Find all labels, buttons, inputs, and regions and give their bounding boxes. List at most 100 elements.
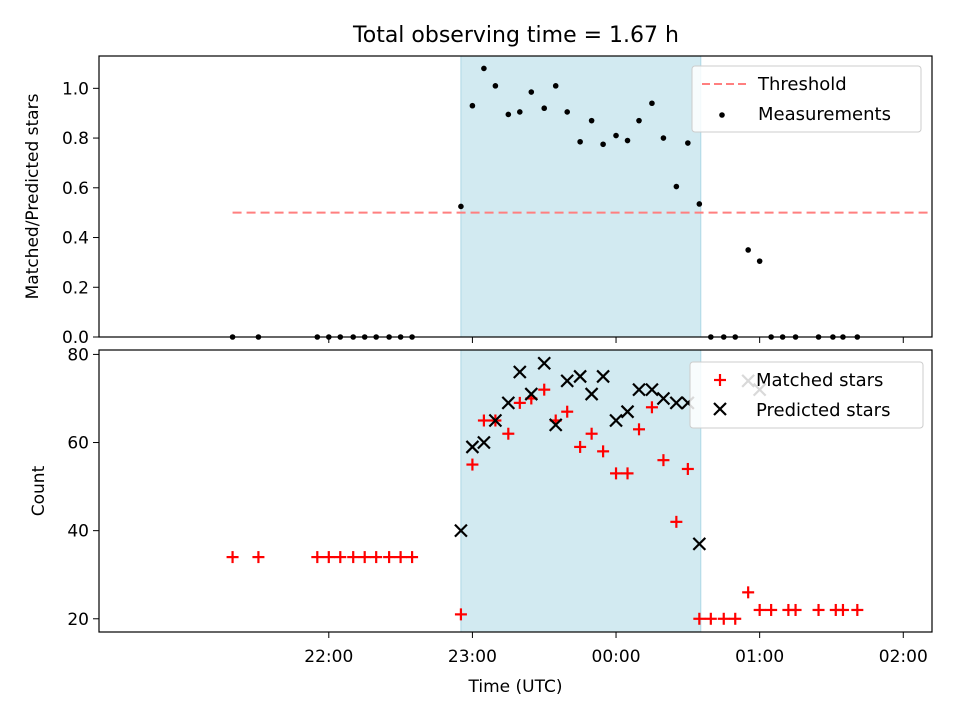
matched-star-point bbox=[742, 586, 755, 599]
matched-star-point bbox=[311, 551, 324, 564]
bottom-y-ticks: 20 40 60 80 bbox=[67, 345, 99, 630]
matched-star-point bbox=[358, 551, 371, 564]
matched-stars-points bbox=[226, 383, 864, 625]
measurement-point bbox=[600, 141, 606, 148]
legend-measurements-label: Measurements bbox=[758, 104, 891, 125]
top-legend: Threshold Measurements bbox=[691, 65, 922, 133]
matched-star-point bbox=[836, 603, 849, 616]
top-y-ticks: 0.0 0.2 0.4 0.6 0.8 1.0 bbox=[62, 79, 99, 348]
matched-star-point bbox=[645, 401, 658, 414]
predicted-star-point bbox=[692, 537, 707, 551]
matched-star-point bbox=[717, 612, 730, 625]
measurement-point bbox=[577, 138, 583, 145]
matched-star-point bbox=[334, 551, 347, 564]
matched-star-point bbox=[585, 427, 598, 440]
matched-star-point bbox=[454, 608, 467, 621]
predicted-star-point bbox=[537, 356, 552, 370]
predicted-star-point bbox=[513, 365, 527, 379]
x-tick-label: 23:00 bbox=[448, 647, 497, 667]
predicted-star-point bbox=[656, 391, 671, 406]
matched-star-point bbox=[704, 612, 717, 625]
matched-star-point bbox=[383, 551, 396, 564]
matched-star-point bbox=[851, 603, 864, 616]
measurement-point bbox=[517, 109, 523, 115]
y-tick-label: 20 bbox=[67, 610, 89, 630]
measurement-point bbox=[624, 137, 631, 144]
bottom-legend: Matched stars Predicted stars bbox=[689, 361, 924, 429]
predicted-star-point bbox=[596, 369, 610, 384]
predicted-star-point bbox=[669, 396, 684, 410]
matched-star-point bbox=[406, 551, 419, 564]
measurement-point bbox=[745, 247, 751, 253]
chart-title: Total observing time = 1.67 h bbox=[352, 23, 679, 48]
predicted-star-point bbox=[620, 404, 635, 419]
matched-star-point bbox=[789, 603, 802, 616]
matched-star-point bbox=[670, 515, 683, 528]
measurement-point bbox=[673, 183, 680, 190]
y-tick-label: 0.2 bbox=[62, 278, 89, 298]
measurement-point bbox=[613, 132, 619, 139]
measurement-point bbox=[458, 203, 464, 210]
matched-star-point bbox=[513, 396, 526, 409]
top-axes-frame bbox=[98, 55, 933, 338]
matched-star-point bbox=[347, 551, 360, 564]
measurement-point bbox=[636, 117, 642, 124]
matched-star-point bbox=[597, 445, 610, 458]
y-tick-label: 40 bbox=[67, 522, 89, 542]
y-tick-label: 0.6 bbox=[62, 179, 89, 199]
y-tick-label: 80 bbox=[67, 345, 89, 365]
legend-matched-label: Matched stars bbox=[756, 370, 883, 391]
y-tick-label: 0.0 bbox=[62, 328, 89, 348]
predicted-star-point bbox=[645, 382, 659, 397]
measurement-point bbox=[552, 83, 559, 89]
matched-star-point bbox=[370, 551, 383, 564]
top-legend-box bbox=[691, 65, 922, 133]
x-tick-label: 01:00 bbox=[735, 647, 784, 667]
matched-star-point bbox=[561, 405, 574, 418]
measurement-point bbox=[481, 65, 487, 72]
measurement-point bbox=[685, 140, 691, 146]
legend-threshold-label: Threshold bbox=[757, 74, 847, 95]
y-tick-label: 0.4 bbox=[62, 229, 89, 249]
y-tick-label: 1.0 bbox=[62, 79, 89, 99]
legend-matched-swatch bbox=[714, 374, 726, 386]
y-tick-label: 0.8 bbox=[62, 129, 89, 149]
measurement-point bbox=[492, 83, 499, 89]
x-tick-label: 02:00 bbox=[879, 647, 928, 667]
predicted-star-point bbox=[501, 396, 516, 410]
legend-measurement-swatch bbox=[719, 112, 725, 118]
matched-star-point bbox=[765, 603, 778, 616]
matched-star-point bbox=[502, 427, 515, 440]
predicted-star-point bbox=[454, 523, 468, 538]
predicted-star-point bbox=[548, 418, 563, 432]
matched-star-point bbox=[693, 612, 706, 625]
measurement-point bbox=[541, 105, 548, 112]
matched-star-point bbox=[681, 462, 694, 475]
matched-star-point bbox=[633, 423, 646, 436]
matched-star-point bbox=[729, 612, 742, 625]
predicted-star-point bbox=[632, 382, 646, 397]
legend-predicted-label: Predicted stars bbox=[756, 400, 890, 421]
bottom-y-axis-label: Count bbox=[29, 465, 49, 516]
measurement-point bbox=[505, 111, 512, 118]
measurement-point bbox=[649, 100, 655, 107]
matched-star-point bbox=[621, 467, 634, 480]
top-y-axis-label: Matched/Predicted stars bbox=[23, 93, 43, 299]
top-observing-span bbox=[460, 55, 702, 338]
matched-star-point bbox=[466, 458, 479, 471]
predicted-star-point bbox=[560, 374, 574, 388]
matched-star-point bbox=[252, 551, 265, 564]
predicted-star-point bbox=[477, 435, 491, 450]
measurement-point bbox=[588, 117, 595, 124]
bottom-legend-box bbox=[689, 361, 924, 429]
matched-star-point bbox=[394, 551, 407, 564]
predicted-star-point bbox=[573, 369, 587, 384]
x-tick-label: 22:00 bbox=[304, 647, 353, 667]
x-axis-label: Time (UTC) bbox=[468, 677, 563, 697]
predicted-star-point bbox=[465, 440, 480, 454]
predicted-star-point bbox=[584, 387, 599, 401]
measurement-point bbox=[469, 102, 476, 109]
matched-star-point bbox=[812, 603, 825, 616]
measurement-point bbox=[564, 109, 571, 115]
